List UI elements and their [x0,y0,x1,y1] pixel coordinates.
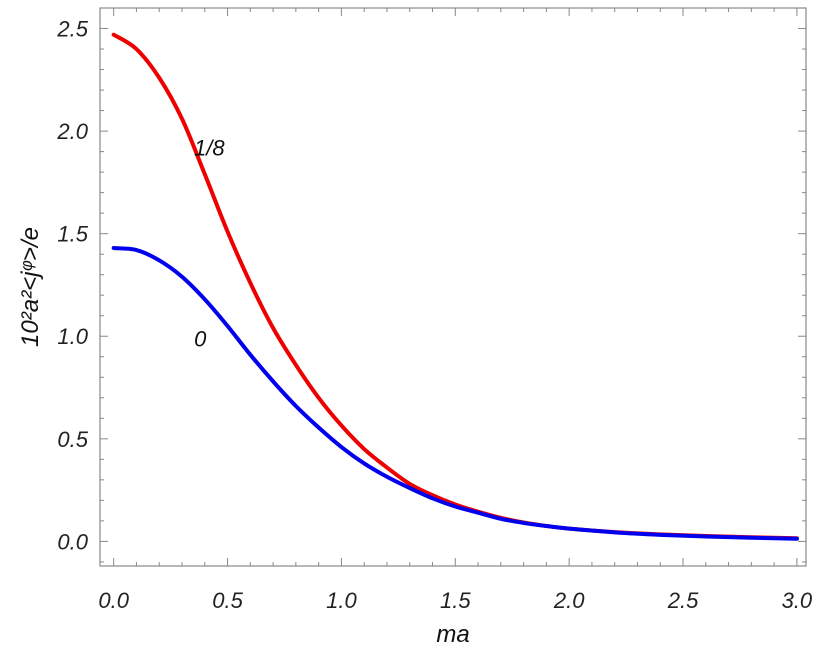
series-annotation: 0 [194,326,207,351]
x-tick-label: 3.0 [782,588,813,613]
x-tick-label: 0.5 [212,588,243,613]
series-annotations: 1/8 0 [194,136,225,352]
series-lines [111,32,799,541]
series-line-0 [111,32,799,541]
y-axis-title: 10²a²<jᵠ>/e [17,227,44,347]
x-tick-label: 1.5 [440,588,471,613]
x-axis-title: ma [436,621,469,648]
plot-frame [99,7,807,567]
y-tick-label: 1.5 [57,222,88,247]
x-tick-label: 0.0 [98,588,129,613]
axis-ticks [100,8,806,566]
series-line-1 [111,246,799,541]
x-tick-label: 2.5 [667,588,699,613]
y-tick-label: 1.0 [57,324,88,349]
y-tick-label: 2.5 [56,17,88,42]
y-tick-label: 0.0 [57,529,88,554]
series-annotation: 1/8 [194,136,225,161]
y-tick-label: 0.5 [57,427,88,452]
x-tick-label: 1.0 [326,588,357,613]
tick-labels: 0.0 0.5 1.0 1.5 2.0 2.5 3.0 0.0 0.5 1.0 1.5 2.0 2.5 [56,17,813,613]
x-tick-label: 2.0 [553,588,585,613]
y-tick-label: 2.0 [56,119,88,144]
